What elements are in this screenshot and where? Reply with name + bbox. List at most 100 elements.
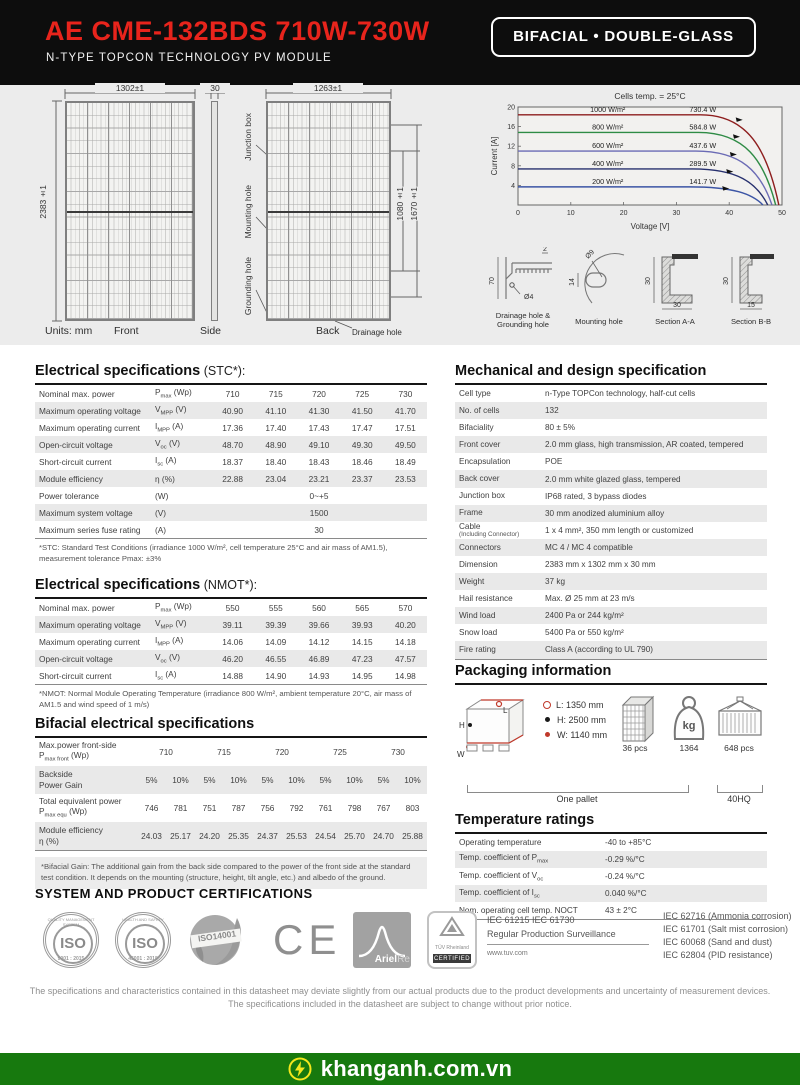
spec-value: 40.20 (395, 619, 416, 630)
spec-value: 14.18 (395, 636, 416, 647)
bifacial-section: Bifacial electrical specifications Max.p… (35, 716, 427, 889)
module-diagram-band: 1302±1 2383±1 30 1263±1 Junction box Mou… (0, 83, 800, 345)
table-row: Nominal max. power Pmax (Wp) 710 715 720 725 7… (35, 385, 427, 402)
footer-site-link[interactable]: khanganh.com.vn (320, 1056, 513, 1081)
spec-value: -40 to +85°C (605, 838, 652, 848)
spec-label: Cable (Including Connector) (459, 521, 520, 539)
disclaimer-line2: The specifications included in the datas… (228, 999, 572, 1010)
spec-value: -0.29 %/°C (605, 855, 645, 865)
spec-value: 49.10 (308, 439, 330, 450)
table-row: Encapsulation POE (455, 453, 767, 470)
spec-value: 560 (312, 602, 326, 613)
detail-caption: Section A-A (655, 317, 695, 326)
svg-text:600 W/m²: 600 W/m² (592, 141, 624, 150)
spec-value: 30 (314, 524, 324, 535)
spec-value: 14.88 (222, 670, 243, 681)
spec-symbol: IMPP (A) (155, 635, 184, 648)
spec-label: Bifaciality (459, 423, 494, 433)
spec-value: 18.37 (222, 456, 243, 467)
spec-label: Module efficiency η (%) (39, 825, 103, 846)
table-row: Maximum operating voltage VMPP (V) 39.11 39… (35, 616, 427, 633)
table-row: Maximum system voltage (V) 1500 (35, 504, 427, 521)
spec-value: 720 (275, 747, 289, 757)
spec-label: Weight (459, 576, 485, 586)
spec-value: 14.93 (308, 670, 330, 681)
mechanical-section: Mechanical and design specification Cell… (455, 363, 767, 660)
table-row: No. of cells 132 (455, 402, 767, 420)
spec-value: 25.17 (170, 831, 191, 841)
spec-label: Frame (459, 508, 483, 518)
svg-text:16: 16 (507, 124, 515, 131)
table-row: Backside Power Gain 5% 10% 5% 10% 5% 10% 5% 10% 5%… (35, 766, 427, 794)
table-row: Nominal max. power Pmax (Wp) 550 555 560 565 5… (35, 599, 427, 616)
spec-value: 730 (398, 388, 413, 399)
nmot-table: Nominal max. power Pmax (Wp) 550 555 560 565 5… (35, 599, 427, 685)
iso-45001-badge-icon: HEALTH AND SAFETY ISO 45001 : 2018 (115, 912, 171, 968)
spec-value: 43 ± 2°C (605, 906, 637, 916)
spec-value: Max. Ø 25 mm at 23 m/s (545, 594, 635, 604)
spec-value: 5% (203, 775, 216, 785)
svg-text:141.7 W: 141.7 W (689, 177, 716, 186)
container-bracket (717, 785, 763, 793)
spec-label: Hail resistance (459, 593, 513, 603)
spec-value: 565 (355, 602, 370, 613)
spec-symbol: Isc (A) (155, 455, 177, 468)
spec-value: 10% (404, 775, 421, 785)
spec-value: 24.20 (199, 831, 220, 841)
table-row: Front cover 2.0 mm glass, high transmissi… (455, 436, 767, 454)
spec-value: 49.50 (395, 439, 416, 450)
tuv-url: www.tuv.com (487, 950, 528, 957)
table-row: Module efficiency η (%) 22.88 23.04 23.21 23.… (35, 470, 427, 487)
spec-value: 10% (288, 775, 305, 785)
spec-value: 22.88 (222, 473, 243, 484)
spec-value: 5% (145, 775, 158, 785)
spec-label: Nominal max. power (39, 388, 115, 399)
svg-text:Voltage [V]: Voltage [V] (631, 222, 670, 231)
container-bracket-label: 40HQ (727, 794, 751, 804)
spec-label: Open-circuit voltage (39, 439, 113, 450)
svg-text:20: 20 (507, 105, 515, 112)
spec-symbol: (A) (155, 524, 167, 535)
spec-symbol: IMPP (A) (155, 421, 184, 434)
certifications-section: SYSTEM AND PRODUCT CERTIFICATIONS QUALIT… (35, 886, 792, 969)
back-label: Back (316, 325, 340, 337)
table-row: Short-circuit current Isc (A) 18.37 18.40 18… (35, 453, 427, 470)
spec-value: 23.37 (351, 473, 373, 484)
svg-text:30: 30 (723, 277, 730, 285)
grounding-hole-label: Grounding hole (243, 257, 253, 316)
spec-symbol: Isc (A) (155, 669, 177, 682)
spec-label: Maximum series fuse rating (39, 524, 141, 535)
spec-value: 5% (261, 775, 274, 785)
spec-value: 725 (355, 388, 370, 399)
spec-value: 47.23 (351, 653, 373, 664)
svg-text:14: 14 (569, 278, 576, 286)
svg-text:Ø4: Ø4 (524, 294, 533, 301)
svg-text:200 W/m²: 200 W/m² (592, 177, 624, 186)
pallet-height: H: 2500 mm (557, 714, 607, 725)
spec-value: 10% (230, 775, 247, 785)
pallet-length: L: 1350 mm (556, 699, 604, 710)
spec-value: 720 (312, 388, 326, 399)
spec-value: 48.70 (222, 439, 243, 450)
spec-label: Open-circuit voltage (39, 653, 113, 664)
spec-value: 25.35 (228, 831, 249, 841)
spec-value: 17.51 (395, 422, 416, 433)
spec-value: 18.40 (265, 456, 287, 467)
spec-value: 24.03 (141, 831, 162, 841)
detail-mounting-hole: Ø9 14 Mounting hole (562, 247, 636, 339)
svg-text:584.8 W: 584.8 W (689, 122, 716, 131)
table-row: Weight 37 kg (455, 573, 767, 591)
legend-marker-w (545, 732, 550, 737)
spec-value: 1500 (309, 507, 329, 518)
spec-symbol: Pmax (Wp) (155, 601, 192, 614)
spec-value: 24.37 (257, 831, 278, 841)
spec-value: 14.95 (351, 670, 373, 681)
spec-label: Back cover (459, 474, 500, 484)
spec-value: 41.30 (308, 405, 330, 416)
nmot-section-title: Electrical specifications (NMOT*): (35, 577, 427, 599)
table-row: Module efficiency η (%) 24.03 25.17 24.20 25.… (35, 822, 427, 850)
spec-label: Operating temperature (459, 837, 542, 847)
spec-value: 767 (376, 803, 391, 813)
table-row: Connectors MC 4 / MC 4 compatible (455, 538, 767, 556)
container-icon (718, 696, 762, 736)
